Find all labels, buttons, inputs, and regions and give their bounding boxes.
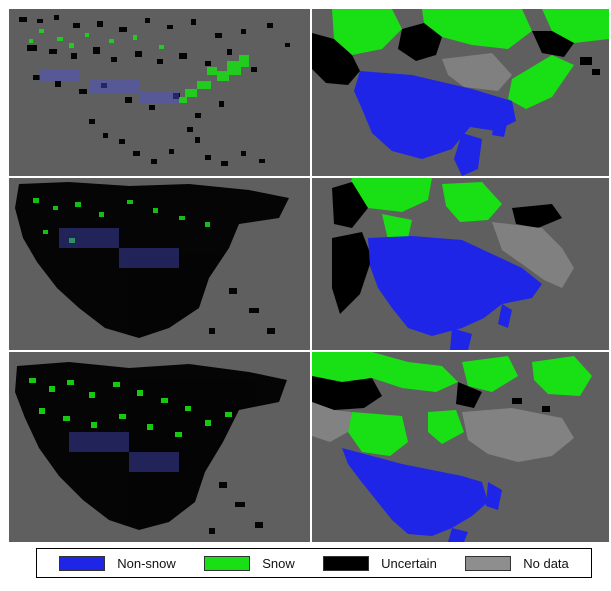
legend-entry-no-data: No data [465, 555, 569, 571]
map-panel-r1-left [9, 9, 310, 176]
legend-entry-uncertain: Uncertain [323, 555, 437, 571]
map-grid [9, 9, 609, 542]
uncertain-region [19, 15, 290, 166]
snow-map-r2-left [9, 178, 310, 350]
snow-map-r3-right [312, 352, 609, 542]
legend-label-snow: Snow [262, 555, 295, 571]
snow-map-r2-right [312, 178, 609, 350]
legend-swatch-no-data [465, 555, 512, 571]
non-snow-region [368, 236, 542, 350]
map-panel-r2-right [312, 178, 609, 350]
legend-label-no-data: No data [523, 555, 569, 571]
non-snow-region [354, 71, 516, 176]
map-panel-r3-left [9, 352, 310, 542]
snow-region [29, 29, 249, 103]
legend-entry-snow: Snow [204, 555, 295, 571]
uncertain-region [312, 23, 600, 85]
snow-region [29, 378, 232, 437]
legend-entry-non-snow: Non-snow [59, 555, 176, 571]
non-snow-region [342, 448, 502, 542]
non-snow-region [69, 432, 179, 472]
snow-region [348, 178, 502, 240]
uncertain-region [15, 362, 287, 534]
snow-region [33, 198, 210, 243]
legend-label-uncertain: Uncertain [381, 555, 437, 571]
no-data-region [492, 222, 574, 288]
legend-swatch-uncertain [323, 555, 370, 571]
non-snow-region [59, 228, 179, 268]
snow-region [312, 352, 592, 456]
snow-map-r1-right [312, 9, 609, 176]
uncertain-region [312, 376, 550, 412]
legend-label-non-snow: Non-snow [117, 555, 176, 571]
legend-swatch-snow [204, 555, 251, 571]
uncertain-region [332, 182, 562, 314]
snow-map-r1-left [9, 9, 310, 176]
snow-map-r3-left [9, 352, 310, 542]
no-data-region [442, 53, 512, 91]
map-panel-r3-right [312, 352, 609, 542]
map-panel-r2-left [9, 178, 310, 350]
legend: Non-snow Snow Uncertain No data [36, 548, 592, 578]
legend-swatch-non-snow [59, 555, 106, 571]
map-panel-r1-right [312, 9, 609, 176]
snow-region [332, 9, 609, 109]
uncertain-region [15, 182, 289, 338]
non-snow-region [39, 69, 179, 103]
no-data-region [312, 402, 574, 462]
